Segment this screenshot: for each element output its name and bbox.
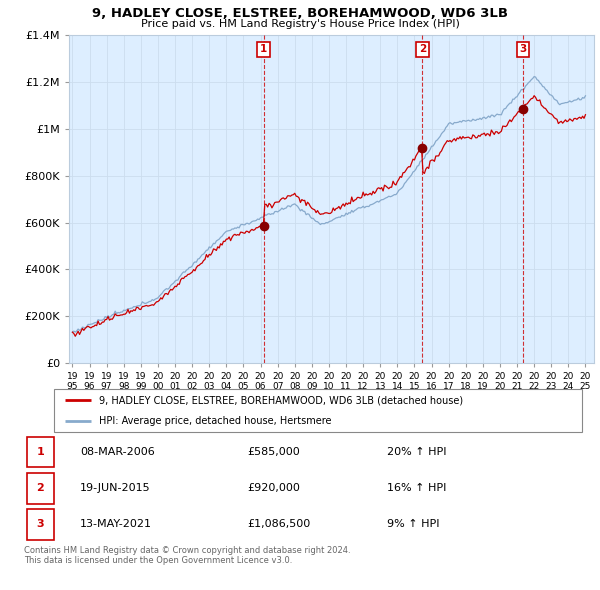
Text: 1: 1 <box>37 447 44 457</box>
Text: 9, HADLEY CLOSE, ELSTREE, BOREHAMWOOD, WD6 3LB (detached house): 9, HADLEY CLOSE, ELSTREE, BOREHAMWOOD, W… <box>99 395 463 405</box>
Text: £1,086,500: £1,086,500 <box>247 519 310 529</box>
FancyBboxPatch shape <box>27 437 53 467</box>
Text: 08-MAR-2006: 08-MAR-2006 <box>80 447 155 457</box>
Text: 20% ↑ HPI: 20% ↑ HPI <box>387 447 446 457</box>
Text: 3: 3 <box>37 519 44 529</box>
FancyBboxPatch shape <box>27 509 53 539</box>
Text: 2: 2 <box>419 44 426 54</box>
Text: 2: 2 <box>37 483 44 493</box>
Text: £920,000: £920,000 <box>247 483 300 493</box>
Text: 9% ↑ HPI: 9% ↑ HPI <box>387 519 439 529</box>
Text: Price paid vs. HM Land Registry's House Price Index (HPI): Price paid vs. HM Land Registry's House … <box>140 19 460 30</box>
Text: 13-MAY-2021: 13-MAY-2021 <box>80 519 152 529</box>
Text: 19-JUN-2015: 19-JUN-2015 <box>80 483 151 493</box>
Text: 1: 1 <box>260 44 267 54</box>
Text: 9, HADLEY CLOSE, ELSTREE, BOREHAMWOOD, WD6 3LB: 9, HADLEY CLOSE, ELSTREE, BOREHAMWOOD, W… <box>92 7 508 20</box>
Text: £585,000: £585,000 <box>247 447 300 457</box>
Text: HPI: Average price, detached house, Hertsmere: HPI: Average price, detached house, Hert… <box>99 417 331 426</box>
Text: 16% ↑ HPI: 16% ↑ HPI <box>387 483 446 493</box>
FancyBboxPatch shape <box>54 389 582 432</box>
FancyBboxPatch shape <box>27 473 53 503</box>
Text: Contains HM Land Registry data © Crown copyright and database right 2024.
This d: Contains HM Land Registry data © Crown c… <box>24 546 350 565</box>
Text: 3: 3 <box>520 44 527 54</box>
